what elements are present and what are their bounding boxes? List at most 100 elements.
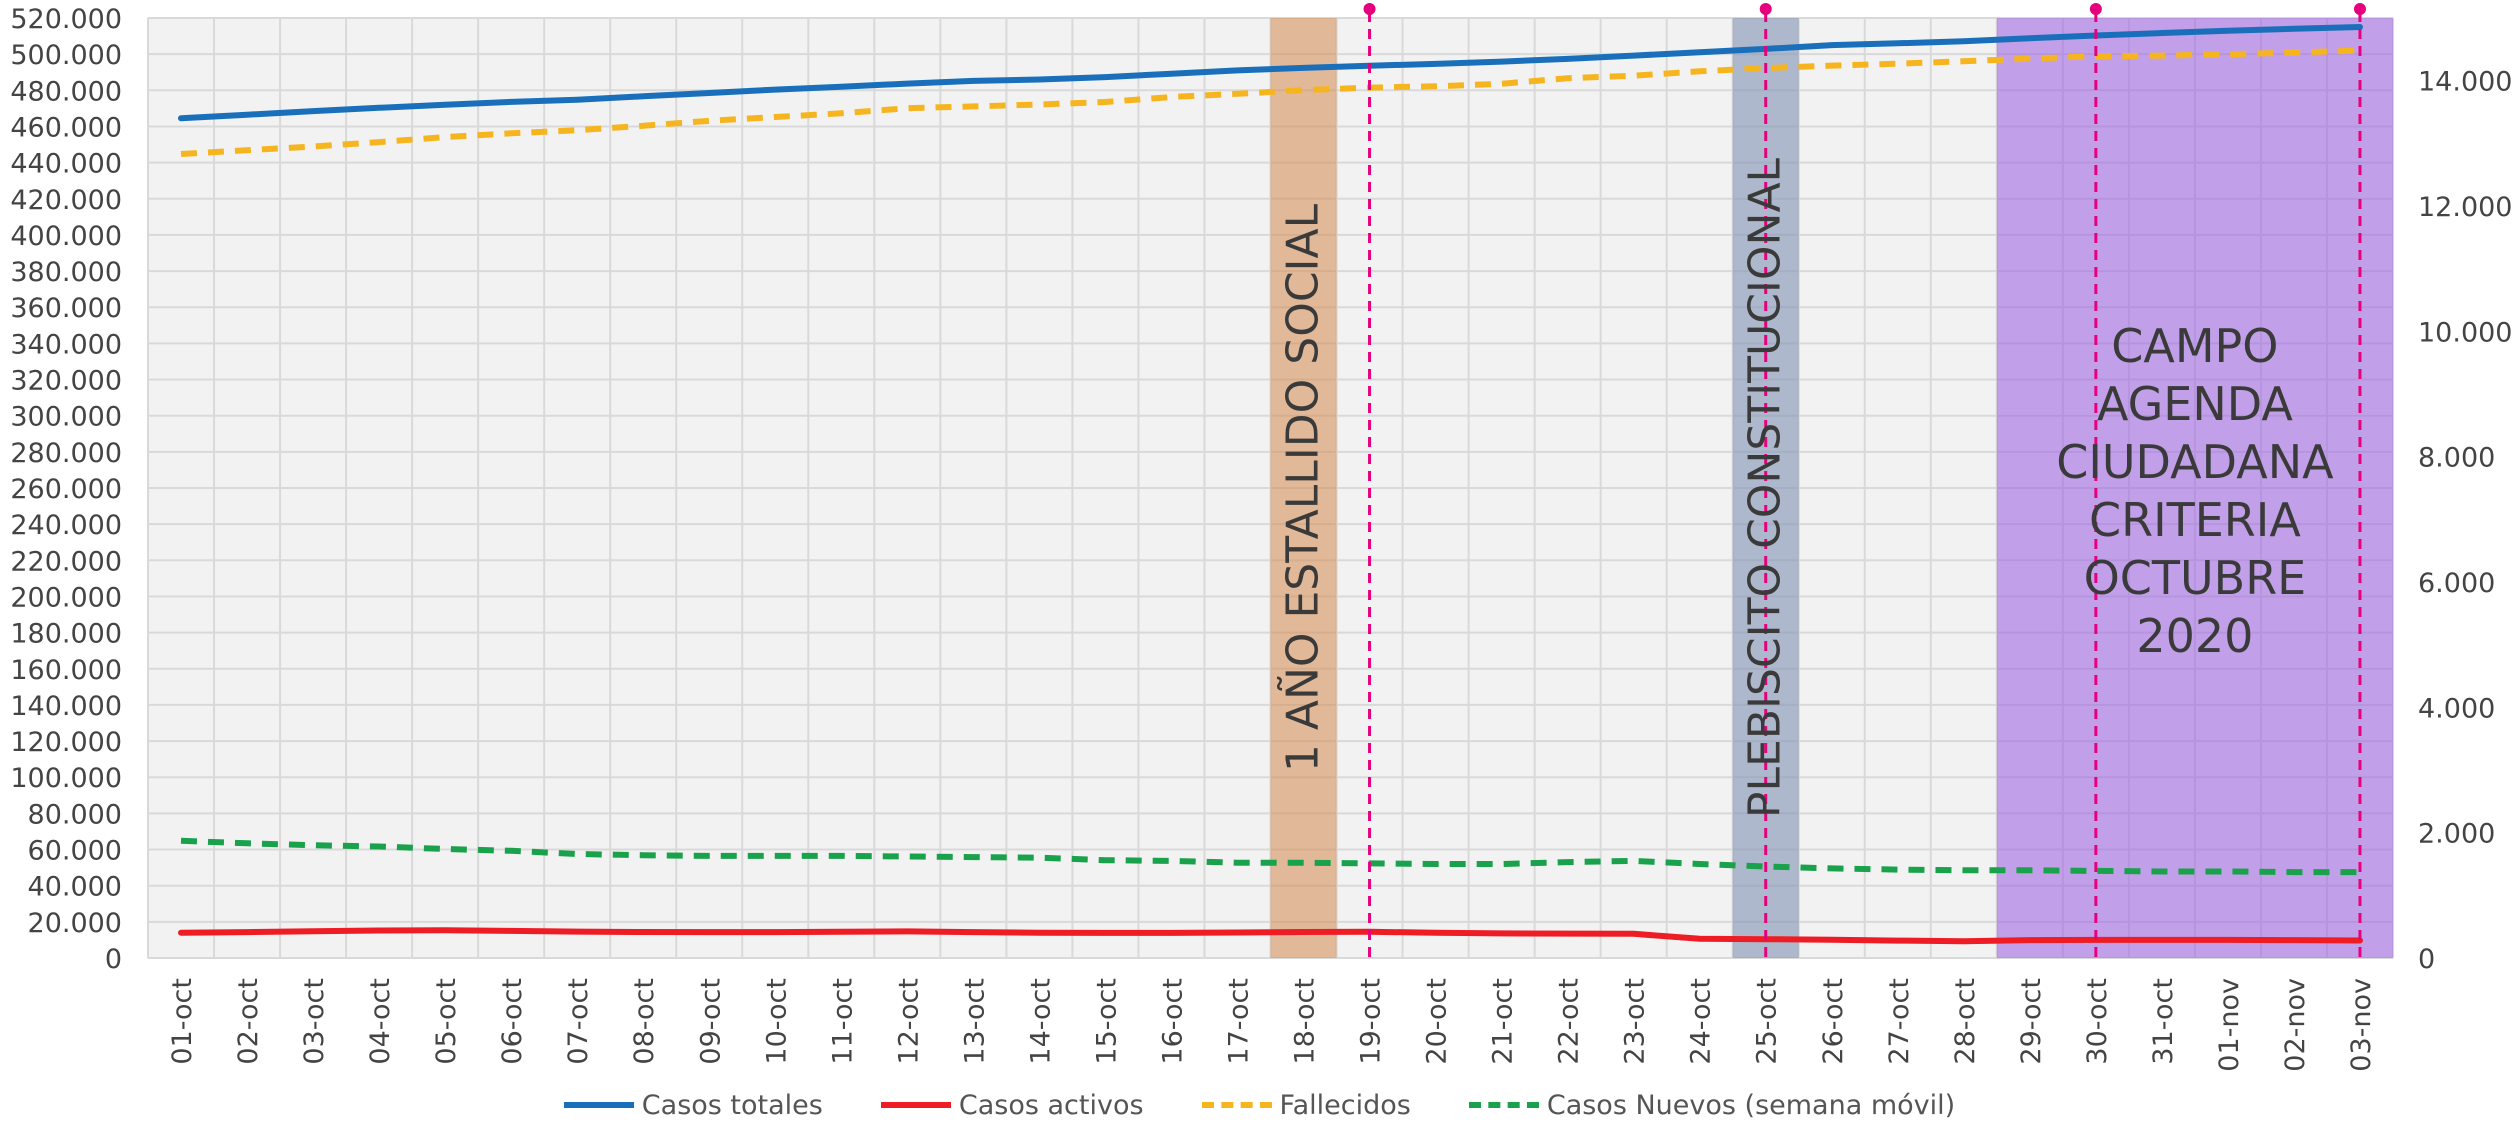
y-left-tick-label: 60.000 (28, 836, 122, 867)
series-line-casos-totales (178, 24, 2363, 122)
x-tick-label: 01-nov (2214, 978, 2245, 1072)
x-tick-label: 19-oct (1356, 978, 1387, 1065)
y-right-tick-label: 4.000 (2418, 693, 2495, 724)
x-tick-label: 07-oct (563, 978, 594, 1065)
series-lines (178, 24, 2363, 945)
x-tick-label: 28-oct (1950, 978, 1981, 1065)
y-left-tick-label: 20.000 (28, 908, 122, 939)
band-campo-agenda-ciudadana-criteria-octubre-2020 (1996, 18, 2393, 958)
covid-line-chart: 1 AÑO ESTALLIDO SOCIAL PLEBISCITO CONSTIT… (10, 3, 2512, 1072)
x-axis: 01-oct 02-oct 03-oct 04-oct 05-oct 06-oct 07-o… (167, 978, 2377, 1072)
band-labels: 1 AÑO ESTALLIDO SOCIAL PLEBISCITO CONSTIT… (1277, 157, 2335, 818)
x-tick-label: 02-nov (2280, 978, 2311, 1072)
legend-label-casos-totales: Casos totales (641, 1089, 823, 1121)
band-1-ano-estallido-social (1270, 18, 1337, 958)
x-tick-label: 13-oct (959, 978, 990, 1065)
y-axis-right: 0 2.000 4.000 6.000 8.000 10.000 12.000 14.000 (2418, 67, 2512, 975)
band-label-line: CRITERIA (2089, 493, 2301, 547)
y-left-tick-label: 500.000 (10, 40, 122, 71)
y-left-tick-label: 280.000 (10, 438, 122, 469)
y-left-tick-label: 300.000 (10, 402, 122, 433)
x-tick-label: 12-oct (893, 978, 924, 1065)
x-tick-label: 27-oct (1884, 978, 1915, 1065)
band-label-line: AGENDA (2097, 377, 2293, 431)
x-tick-label: 05-oct (431, 978, 462, 1065)
x-tick-label: 03-oct (299, 978, 330, 1065)
y-left-tick-label: 460.000 (10, 112, 122, 143)
y-left-tick-label: 80.000 (28, 799, 122, 830)
x-tick-label: 08-oct (629, 978, 660, 1065)
band-label-1-ano-estallido-social: 1 AÑO ESTALLIDO SOCIAL (1277, 203, 1329, 772)
legend: Casos totales Casos activos Fallecidos C… (0, 1087, 2519, 1123)
y-left-tick-label: 520.000 (10, 4, 122, 35)
legend-item-fallecidos: Fallecidos (1201, 1089, 1411, 1121)
y-left-tick-label: 340.000 (10, 329, 122, 360)
legend-swatch-casos-totales (563, 1102, 634, 1108)
y-left-tick-label: 440.000 (10, 149, 122, 180)
y-right-tick-label: 12.000 (2418, 192, 2512, 223)
x-tick-label: 04-oct (365, 978, 396, 1065)
marker-dot-03-nov (2353, 3, 2366, 15)
x-tick-label: 31-oct (2148, 978, 2179, 1065)
x-tick-label: 30-oct (2082, 978, 2113, 1065)
y-right-tick-label: 6.000 (2418, 568, 2495, 599)
legend-label-fallecidos: Fallecidos (1279, 1089, 1411, 1121)
legend-swatch-fallecidos (1201, 1102, 1272, 1108)
y-left-tick-label: 0 (105, 944, 122, 975)
y-left-tick-label: 140.000 (10, 691, 122, 722)
y-left-tick-label: 260.000 (10, 474, 122, 505)
y-right-tick-label: 14.000 (2418, 67, 2512, 98)
y-left-tick-label: 200.000 (10, 582, 122, 613)
band-label-line: OCTUBRE (2084, 551, 2307, 605)
legend-item-casos-activos: Casos activos (880, 1089, 1144, 1121)
y-left-tick-label: 400.000 (10, 221, 122, 252)
marker-dot-30-oct (2089, 3, 2102, 15)
markers (1363, 3, 2366, 958)
x-tick-label: 06-oct (497, 978, 528, 1065)
y-left-tick-label: 360.000 (10, 293, 122, 324)
y-right-tick-label: 8.000 (2418, 443, 2495, 474)
x-tick-label: 09-oct (695, 978, 726, 1065)
x-tick-label: 21-oct (1488, 978, 1519, 1065)
y-right-tick-label: 2.000 (2418, 819, 2495, 850)
y-left-tick-label: 120.000 (10, 727, 122, 758)
y-left-tick-label: 100.000 (10, 763, 122, 794)
x-tick-label: 24-oct (1686, 978, 1717, 1065)
y-left-tick-label: 180.000 (10, 619, 122, 650)
x-tick-label: 14-oct (1025, 978, 1056, 1065)
x-tick-label: 22-oct (1554, 978, 1585, 1065)
x-tick-label: 02-oct (233, 978, 264, 1065)
legend-label-casos-nuevos: Casos Nuevos (semana móvil) (1546, 1089, 1956, 1121)
y-left-tick-label: 40.000 (28, 872, 122, 903)
band-label-plebiscito-constitucional: PLEBISCITO CONSTITUCIONAL (1740, 157, 1791, 818)
series-line-fallecidos (180, 47, 2361, 157)
legend-swatch-casos-nuevos (1468, 1102, 1539, 1108)
legend-swatch-casos-activos (880, 1102, 951, 1108)
bands (1270, 18, 2393, 958)
y-left-tick-label: 380.000 (10, 257, 122, 288)
x-tick-label: 23-oct (1620, 978, 1651, 1065)
band-label-line: CIUDADANA (2056, 435, 2334, 489)
band-label-line: 2020 (2136, 609, 2253, 663)
x-tick-label: 26-oct (1818, 978, 1849, 1065)
y-axis-left: 0 20.000 40.000 60.000 80.000 100.000 120.000 1… (10, 4, 122, 975)
y-left-tick-label: 160.000 (10, 655, 122, 686)
x-tick-label: 17-oct (1223, 978, 1254, 1065)
x-tick-label: 16-oct (1157, 978, 1188, 1065)
y-left-tick-label: 320.000 (10, 366, 122, 397)
y-left-tick-label: 240.000 (10, 510, 122, 541)
y-left-tick-label: 420.000 (10, 185, 122, 216)
x-tick-label: 18-oct (1290, 978, 1321, 1065)
y-left-tick-label: 220.000 (10, 546, 122, 577)
x-tick-label: 15-oct (1091, 978, 1122, 1065)
legend-label-casos-activos: Casos activos (958, 1089, 1144, 1121)
series-line-casos-nuevos-semana-movil (180, 837, 2360, 876)
legend-item-casos-totales: Casos totales (563, 1089, 823, 1121)
series-line-casos-activos (178, 927, 2363, 945)
marker-dot-19-oct (1363, 3, 1376, 15)
legend-item-casos-nuevos: Casos Nuevos (semana móvil) (1468, 1089, 1956, 1121)
marker-dot-25-oct (1759, 3, 1772, 15)
x-tick-label: 10-oct (761, 978, 792, 1065)
y-right-tick-label: 0 (2418, 944, 2435, 975)
y-left-tick-label: 480.000 (10, 76, 122, 107)
